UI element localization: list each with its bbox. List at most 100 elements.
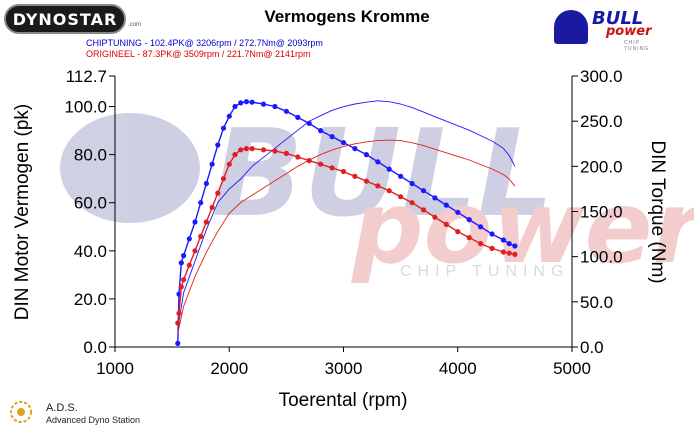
brand-suffix: .com [128,22,142,28]
x-tick-label: 2000 [210,359,248,378]
chiptuning-power-point [186,236,192,242]
chiptuning-power-point [260,101,267,107]
origineel-power-point [329,165,335,171]
origineel-power-point [176,310,182,316]
watermark-tag: CHIP TUNING [400,263,569,280]
y-left-tick-label: 112.7 [66,67,107,86]
chiptuning-power-point [243,99,249,105]
y-left-tick-label: 100.0 [64,98,107,117]
origineel-power-point [489,245,495,251]
chiptuning-power-point [432,195,438,201]
axis-ticks: 1000 2000 3000 4000 5000 0.0 20.0 40.0 60.0 80.0 1… [64,67,622,378]
chiptuning-power-point [318,128,324,134]
y-right-tick-label: 150.0 [580,203,623,222]
origineel-power-point [181,277,187,283]
origineel-power-point [466,235,472,241]
chiptuning-power-point [375,159,381,165]
origineel-torque-line [177,139,516,334]
chiptuning-power-point [198,200,204,206]
origineel-power-point [398,194,404,200]
chart-title: Vermogens Kromme [264,7,430,26]
origineel-power-point [363,178,369,184]
bull-icon [554,10,588,44]
y-axis-right-label: DIN Torque (Nm) [647,140,668,283]
origineel-power-point [243,146,249,152]
logo-sub: power [606,24,652,39]
chart-legend: CHIPTUNING - 102.4PK@ 3206rpm / 272.7Nm@… [86,38,323,60]
origineel-power-point [198,233,204,239]
chiptuning-power-point [443,202,449,208]
chiptuning-power-point [175,340,181,346]
y-right-tick-label: 50.0 [580,293,613,312]
y-left-tick-label: 60.0 [74,194,107,213]
origineel-power-point [375,183,381,189]
chiptuning-power-point [478,224,484,230]
chiptuning-power-point [283,108,289,114]
chiptuning-power-point [249,99,255,105]
origineel-power-point [386,188,392,194]
chiptuning-power-point [340,140,347,146]
origineel-power-point [455,229,461,235]
y-left-tick-label: 0.0 [83,338,107,357]
origineel-power-point [352,173,358,179]
chiptuning-power-point [192,219,198,225]
chiptuning-power-point [178,260,184,266]
logo-tag: CHIP TUNING [624,40,650,52]
chiptuning-torque-line [177,100,516,329]
brand-name: DYNOSTAR [12,9,118,29]
origineel-power-point [178,284,184,290]
watermark-name: BULL [212,105,554,244]
origineel-power-point [409,200,415,206]
chiptuning-power-point [466,217,472,223]
origineel-power-point [203,219,209,225]
data-curves [175,99,518,346]
origineel-power-point [340,168,347,175]
chiptuning-power-point [238,100,244,106]
chiptuning-power-point [226,113,232,119]
x-tick-label: 3000 [325,359,363,378]
origineel-power-point [232,152,238,158]
origineel-power-point [209,204,215,211]
bullpower-logo: BULL power CHIP TUNING [552,4,658,52]
ads-logo-icon [10,401,32,423]
chiptuning-power-point [386,166,392,172]
chiptuning-power-point [512,243,518,249]
origineel-power-point [443,221,449,227]
chiptuning-power-point [220,125,227,131]
chiptuning-power-point [232,103,238,110]
legend-entry-tuned: CHIPTUNING - 102.4PK@ 3206rpm / 272.7Nm@… [86,38,323,48]
origineel-power-point [500,249,506,255]
watermark-bull-icon [60,113,200,223]
origineel-power-point [295,154,301,160]
origineel-power-point [283,150,289,156]
y-axis-left-label: DIN Motor Vermogen (pk) [12,104,33,320]
y-right-tick-label: 200.0 [580,157,623,176]
x-tick-label: 1000 [96,359,134,378]
x-axis-label: Toerental (rpm) [279,390,408,411]
origineel-power-point [260,147,267,153]
chiptuning-power-point [215,142,221,148]
chiptuning-power-point [209,161,215,167]
origineel-power-point [272,148,278,154]
legend-entry-original: ORIGINEEL - 87.3PK@ 3509rpm / 221.7Nm@ 2… [86,49,311,59]
y-right-tick-label: 300.0 [580,67,623,86]
chiptuning-power-point [398,173,404,179]
chiptuning-power-point [329,134,335,140]
chiptuning-power-point [420,188,427,194]
origineel-power-point [220,176,227,182]
x-tick-label: 4000 [439,359,477,378]
chiptuning-power-point [272,103,278,110]
origineel-power-point [226,161,232,167]
chiptuning-power-point [455,209,461,215]
origineel-power-point [175,320,181,326]
chiptuning-power-point [363,152,369,158]
chiptuning-power-point [295,114,301,120]
origineel-power-point [215,190,221,196]
y-right-tick-label: 250.0 [580,112,623,131]
y-right-tick-label: 100.0 [580,248,623,267]
watermark: BULL power CHIP TUNING [60,105,694,286]
watermark-sub: power [351,169,694,286]
chiptuning-power-point [181,253,187,259]
chiptuning-power-point [409,180,415,187]
